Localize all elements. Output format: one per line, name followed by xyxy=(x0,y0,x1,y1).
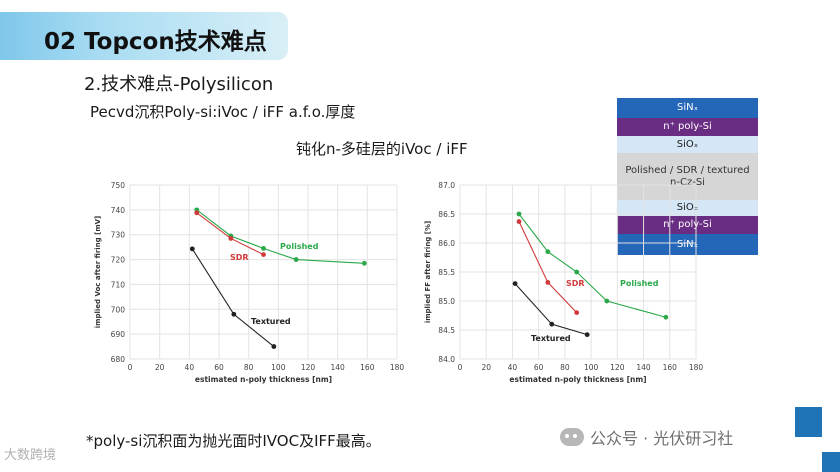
data-point-textured xyxy=(584,332,590,338)
data-point-polished xyxy=(545,249,551,255)
layer-6: SiNₓ xyxy=(617,234,758,255)
layer-stack-diagram: SiNₓ n⁺ poly-Si SiOₓ Polished / SDR / textu… xyxy=(617,98,758,255)
x-tick-label: 60 xyxy=(214,363,224,372)
series-label-textured: Textured xyxy=(251,317,291,326)
y-tick-label: 730 xyxy=(111,231,126,240)
data-point-polished xyxy=(516,211,522,217)
data-point-polished xyxy=(361,260,367,266)
data-point-polished xyxy=(574,269,580,275)
series-label-sdr: SDR xyxy=(566,279,585,288)
data-point-textured xyxy=(549,321,555,327)
y-tick-label: 84.0 xyxy=(438,355,455,364)
title-band xyxy=(0,12,288,60)
data-point-polished xyxy=(604,298,610,304)
data-point-polished xyxy=(293,257,299,262)
data-point-textured xyxy=(512,281,518,286)
x-tick-label: 20 xyxy=(155,363,165,372)
data-point-sdr xyxy=(261,252,266,257)
passivation-line: 钝化n-多硅层的iVoc / iFF xyxy=(296,140,468,158)
series-label-sdr: SDR xyxy=(230,253,249,262)
chart-voc: 0 20 40 60 80 100 120 140 160 180 680 690 700 710 720 7… xyxy=(70,172,415,392)
y-tick-label: 750 xyxy=(111,181,126,190)
x-tick-label: 140 xyxy=(636,363,651,372)
data-point-sdr xyxy=(228,236,234,241)
y-axis-label: implied FF after firing [%] xyxy=(424,221,432,323)
y-tick-label: 690 xyxy=(111,330,126,339)
x-tick-label: 80 xyxy=(560,363,570,372)
series-label-polished: Polished xyxy=(280,242,319,251)
data-point-polished xyxy=(663,314,669,320)
x-tick-label: 0 xyxy=(128,363,133,372)
x-tick-label: 140 xyxy=(331,363,346,372)
x-tick-label: 180 xyxy=(689,363,704,372)
footnote: *poly-si沉积面为抛光面时IVOC及IFF最高。 xyxy=(86,432,381,450)
chart-ff: 0 20 40 60 80 100 120 140 160 180 84.0 84.5 85.0 85.5… xyxy=(400,172,710,392)
chart-ff-svg: 0 20 40 60 80 100 120 140 160 180 84.0 84.5 85.0 85.5… xyxy=(424,181,704,384)
x-tick-label: 160 xyxy=(663,363,678,372)
chart-voc-svg: 0 20 40 60 80 100 120 140 160 180 680 690 700 710 720 7… xyxy=(94,181,405,384)
y-tick-label: 84.5 xyxy=(438,326,455,335)
series-label-polished: Polished xyxy=(620,279,659,288)
subtitle: 2.技术难点-Polysilicon xyxy=(84,74,274,95)
y-tick-label: 700 xyxy=(111,305,126,314)
x-tick-label: 80 xyxy=(244,363,254,372)
x-axis-label: estimated n-poly thickness [nm] xyxy=(195,375,332,384)
series-line-textured xyxy=(191,248,275,347)
y-axis-label: implied Voc after firing [mV] xyxy=(94,216,102,328)
data-point-sdr xyxy=(194,210,200,216)
y-tick-label: 86.5 xyxy=(438,210,455,219)
layer-5: n⁺ poly-Si xyxy=(617,216,758,234)
y-tick-label: 85.5 xyxy=(438,268,455,277)
series-line-sdr xyxy=(518,221,578,313)
layer-2: SiOₓ xyxy=(617,136,758,153)
corner-square xyxy=(795,407,822,437)
page-title: 02 Topcon技术难点 xyxy=(44,29,267,55)
x-tick-label: 20 xyxy=(481,363,491,372)
x-tick-label: 100 xyxy=(271,363,286,372)
y-tick-label: 710 xyxy=(111,280,126,289)
x-tick-label: 40 xyxy=(508,363,518,372)
x-axis-label: estimated n-poly thickness [nm] xyxy=(509,375,646,384)
y-tick-label: 86.0 xyxy=(438,239,455,248)
x-tick-label: 40 xyxy=(185,363,195,372)
layer-0: SiNₓ xyxy=(617,98,758,118)
watermark: 公众号 · 光伏研习社 xyxy=(560,425,733,449)
layer-1: n⁺ poly-Si xyxy=(617,118,758,136)
data-point-textured xyxy=(231,311,237,317)
data-point-sdr xyxy=(516,219,522,224)
x-tick-label: 160 xyxy=(360,363,375,372)
y-tick-label: 740 xyxy=(111,206,126,215)
x-tick-label: 100 xyxy=(584,363,599,372)
y-tick-label: 87.0 xyxy=(438,181,455,190)
x-tick-label: 0 xyxy=(458,363,463,372)
data-point-textured xyxy=(189,246,195,252)
x-tick-label: 120 xyxy=(301,363,316,372)
x-tick-label: 60 xyxy=(534,363,544,372)
series-label-textured: Textured xyxy=(531,334,571,343)
watermark-text: 公众号 · 光伏研习社 xyxy=(590,429,734,448)
y-tick-label: 85.0 xyxy=(438,297,455,306)
method-line: Pecvd沉积Poly-si:iVoc / iFF a.f.o.厚度 xyxy=(90,103,356,121)
wechat-icon xyxy=(560,428,584,446)
x-tick-label: 120 xyxy=(610,363,625,372)
data-point-sdr xyxy=(574,310,580,315)
data-point-sdr xyxy=(545,280,551,285)
series-line-textured xyxy=(514,283,588,336)
logo-text: 大数跨境 xyxy=(4,448,57,463)
x-tick-label: 180 xyxy=(390,363,405,372)
corner-square-small xyxy=(822,452,840,472)
series-line-polished xyxy=(196,209,365,264)
layer-3: Polished / SDR / textured n-Cz-Si xyxy=(617,153,758,200)
data-point-textured xyxy=(271,344,277,349)
layer-4: SiOₓ xyxy=(617,200,758,216)
y-tick-label: 680 xyxy=(111,355,126,364)
y-tick-label: 720 xyxy=(111,256,126,265)
data-point-polished xyxy=(261,245,266,251)
